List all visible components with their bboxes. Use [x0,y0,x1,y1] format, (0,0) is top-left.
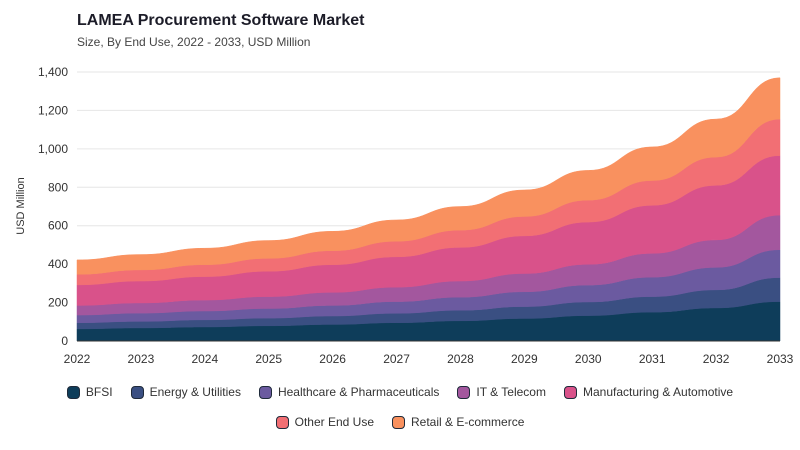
chart-title: LAMEA Procurement Software Market [77,12,365,29]
legend-row-1: BFSI Energy & Utilities Healthcare & Pharm… [0,385,800,399]
legend-swatch [392,415,405,429]
area-series-layer [76,77,781,342]
y-axis-label: USD Million [15,177,27,234]
x-tick-label: 2028 [447,352,474,366]
legend-swatch [130,385,144,399]
x-tick-label: 2024 [191,352,218,366]
legend-item[interactable]: Healthcare & Pharmaceuticals [258,385,440,399]
x-tick-label: 2023 [128,352,155,366]
legend-item[interactable]: Other End Use [275,415,374,429]
x-tick-label: 2029 [511,352,538,366]
legend-item[interactable]: Manufacturing & Automotive [563,385,734,399]
legend-row-2: Other End Use Retail & E-commerce [0,415,800,429]
y-tick-label: 400 [48,257,68,271]
legend-swatch [457,385,471,399]
y-tick-label: 800 [48,180,68,194]
legend-label: Healthcare & Pharmaceuticals [277,385,440,399]
legend-swatch [275,415,289,429]
legend-item[interactable]: IT & Telecom [457,385,546,399]
chart-subtitle: Size, By End Use, 2022 - 2033, USD Milli… [77,35,311,49]
y-tick-label: 0 [61,334,68,348]
x-tick-label: 2025 [255,352,282,366]
x-tick-label: 2022 [64,352,91,366]
legend-item[interactable]: BFSI [66,385,113,399]
x-tick-label: 2026 [319,352,346,366]
legend-swatch [258,385,272,399]
y-tick-label: 1,200 [38,103,68,117]
legend-label: IT & Telecom [476,385,546,399]
y-tick-label: 1,000 [38,142,68,156]
legend-label: BFSI [85,385,113,399]
legend-item[interactable]: Energy & Utilities [130,385,241,399]
y-tick-label: 200 [48,296,68,310]
x-tick-label: 2031 [639,352,666,366]
legend-label: Other End Use [294,415,374,429]
legend-swatch [66,385,80,399]
legend-label: Manufacturing & Automotive [582,385,734,399]
axes: 0 200 400 600 800 1,000 1,200 1,400 2022 2023 2024… [38,65,794,366]
y-tick-label: 600 [48,219,68,233]
x-tick-label: 2032 [703,352,730,366]
legend-label: Energy & Utilities [149,385,241,399]
legend-item[interactable]: Retail & E-commerce [392,415,524,429]
legend-swatch [563,385,577,399]
legend-label: Retail & E-commerce [411,415,525,429]
x-tick-label: 2030 [575,352,602,366]
x-tick-label: 2033 [767,352,794,366]
area-retail-e-commerce [76,77,781,275]
y-tick-label: 1,400 [38,65,68,79]
x-tick-label: 2027 [383,352,410,366]
